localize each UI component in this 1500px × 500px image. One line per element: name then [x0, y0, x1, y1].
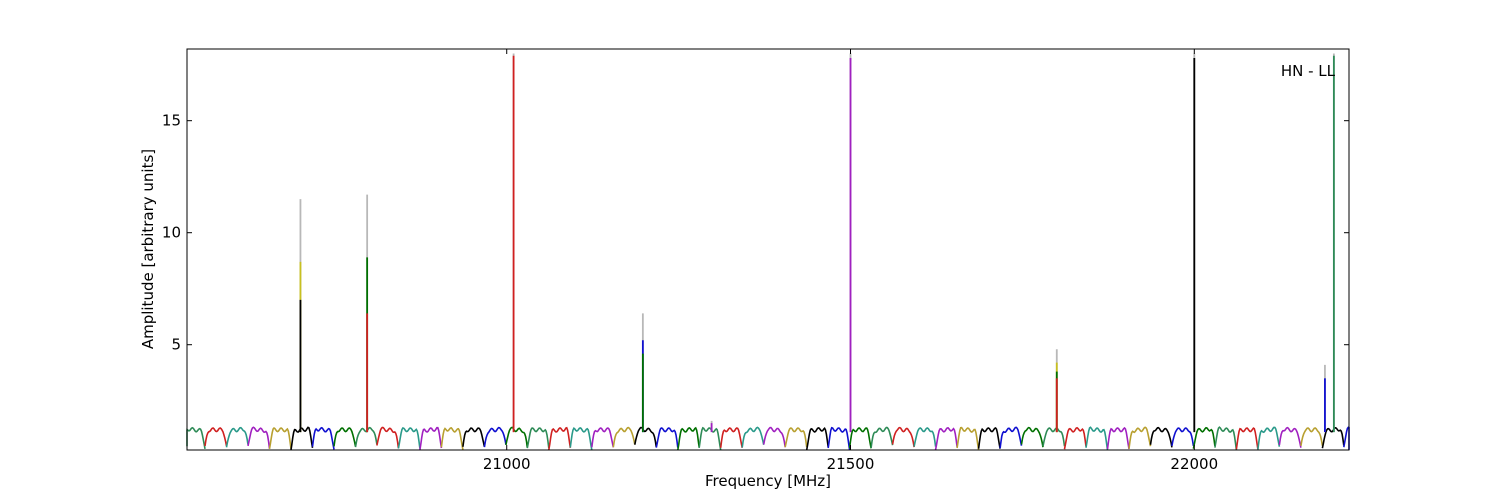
subband-trace — [784, 427, 808, 448]
y-ticks: 5 10 15 — [162, 112, 1349, 354]
subband-trace — [333, 427, 357, 447]
subband-trace — [1300, 427, 1324, 446]
y-tick-label: 5 — [171, 336, 181, 354]
y-tick-label: 10 — [162, 224, 181, 242]
subband-trace — [848, 427, 872, 449]
subband-trace — [719, 427, 743, 448]
x-tick-label: 21500 — [827, 455, 875, 473]
subband-trace — [591, 427, 615, 448]
subband-trace — [934, 427, 958, 450]
subband-trace — [891, 426, 915, 448]
subband-trace — [526, 427, 550, 449]
subband-trace — [956, 426, 980, 451]
subband-trace — [977, 427, 1001, 449]
subband-trace — [290, 426, 314, 451]
subband-trace — [225, 426, 249, 448]
plot-frame — [186, 48, 1350, 451]
y-axis-label: Amplitude [arbitrary units] — [139, 149, 157, 349]
subband-trace — [1063, 426, 1087, 450]
subband-trace — [1106, 426, 1130, 450]
subband-trace — [913, 427, 937, 447]
subband-trace — [1235, 427, 1259, 450]
subband-trace — [1085, 426, 1109, 451]
subband-trace — [634, 426, 658, 448]
subband-trace — [483, 426, 507, 448]
subband-trace — [268, 426, 292, 450]
subband-trace — [1128, 426, 1152, 449]
subband-trace — [376, 426, 400, 449]
subband-trace — [655, 427, 679, 448]
subband-trace — [1171, 427, 1195, 447]
subband-trace — [419, 426, 443, 451]
x-tick-label: 22000 — [1170, 455, 1218, 473]
annotation-label: HN - LL — [1281, 62, 1336, 80]
subband-trace — [354, 426, 378, 448]
subband-trace — [1020, 426, 1044, 448]
subband-trace — [311, 426, 335, 450]
x-axis-label: Frequency [MHz] — [705, 472, 831, 490]
subband-trace — [762, 426, 786, 448]
subband-trace — [397, 427, 421, 449]
subband-trace — [505, 426, 529, 448]
subband-trace — [204, 427, 228, 447]
subband-trace — [1278, 426, 1302, 448]
subband-trace — [741, 426, 765, 448]
subband-trace — [698, 426, 722, 451]
subband-trace — [827, 426, 851, 451]
subband-trace — [612, 426, 636, 448]
subband-trace — [247, 426, 271, 449]
subband-trace — [870, 426, 894, 449]
spike-layer — [299, 53, 1335, 433]
subband-trace — [462, 427, 486, 447]
subband-trace — [569, 426, 593, 451]
x-tick-label: 21000 — [483, 455, 531, 473]
x-ticks: 21000 21500 22000 — [483, 49, 1218, 473]
subband-trace — [1257, 426, 1281, 450]
subband-trace — [440, 427, 464, 450]
subband-trace — [999, 426, 1023, 449]
subband-trace — [548, 426, 572, 451]
y-tick-label: 15 — [162, 112, 181, 130]
subband-trace — [1192, 426, 1216, 449]
plot-background — [187, 49, 1349, 450]
subband-trace — [1042, 427, 1066, 447]
series-layer — [186, 426, 1350, 451]
subband-trace — [1214, 426, 1238, 451]
subband-trace — [677, 426, 700, 451]
subband-trace — [805, 427, 829, 451]
subband-trace — [1149, 426, 1173, 448]
